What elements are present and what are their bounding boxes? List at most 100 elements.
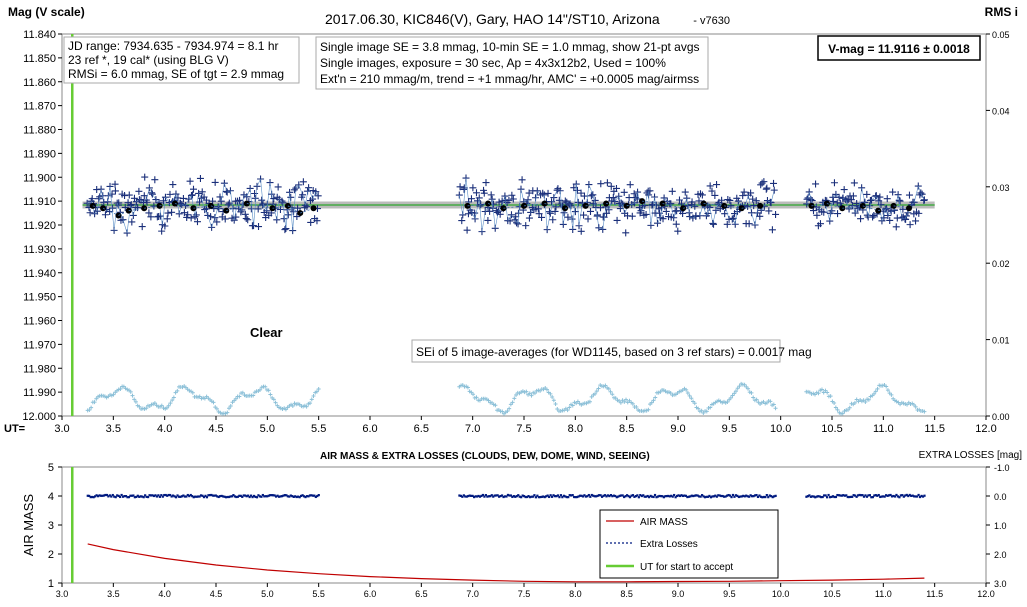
x-tick-label: 12.0 xyxy=(975,423,996,435)
extra-loss-point xyxy=(119,496,121,498)
chart-title: 2017.06.30, KIC846(V), Gary, HAO 14"/ST1… xyxy=(325,11,660,27)
bottom-y-axis-label: AIR MASS xyxy=(21,494,36,556)
x-tick-label: 4.0 xyxy=(157,423,172,435)
x-tick-label: 9.0 xyxy=(670,423,685,435)
x-tick-label: 8.5 xyxy=(619,423,634,435)
extra-loss-point xyxy=(560,494,562,496)
x-tick-label: 10.5 xyxy=(821,423,842,435)
extra-loss-point xyxy=(318,494,320,496)
bottom-x-tick-label: 6.0 xyxy=(364,589,377,599)
x-tick-label: 8.0 xyxy=(568,423,583,435)
y-tick-label: 11.940 xyxy=(23,268,56,280)
extra-loss-point xyxy=(917,494,919,496)
y-tick-label: 11.900 xyxy=(23,172,56,184)
average-point xyxy=(311,205,317,211)
y2-tick-label: 0.05 xyxy=(992,30,1010,40)
bottom-x-tick-label: 6.5 xyxy=(415,589,428,599)
top-x-axis-label: UT= xyxy=(4,423,25,435)
y-tick-label: 11.960 xyxy=(23,316,56,328)
y2-tick-label: 0.04 xyxy=(992,106,1010,116)
bottom-y2-axis-label: EXTRA LOSSES [mag] xyxy=(919,450,1023,461)
x-tick-label: 3.0 xyxy=(54,423,69,435)
extra-loss-point xyxy=(766,494,768,496)
x-tick-label: 11.0 xyxy=(873,423,894,435)
bottom-x-tick-label: 8.0 xyxy=(569,589,582,599)
bottom-chart-title: AIR MASS & EXTRA LOSSES (CLOUDS, DEW, DO… xyxy=(320,451,650,462)
bottom-x-tick-label: 4.0 xyxy=(158,589,171,599)
bottom-x-tick-label: 8.5 xyxy=(620,589,633,599)
y-tick-label: 11.850 xyxy=(23,53,56,65)
image-info-line-2: Single images, exposure = 30 sec, Ap = 4… xyxy=(320,56,666,70)
y2-tick-label: 0.01 xyxy=(992,336,1010,346)
bottom-y-tick-label: 3 xyxy=(48,520,54,532)
y-tick-label: 11.840 xyxy=(23,29,56,41)
extra-loss-point xyxy=(654,494,656,496)
bottom-x-tick-label: 9.0 xyxy=(672,589,685,599)
legend-label-airmass: AIR MASS xyxy=(640,517,688,528)
y2-tick-label: 0.03 xyxy=(992,183,1010,193)
y-tick-label: 11.870 xyxy=(23,101,56,113)
extra-loss-point xyxy=(206,496,208,498)
x-tick-label: 7.5 xyxy=(516,423,531,435)
extra-loss-point xyxy=(764,496,766,498)
bottom-x-tick-label: 10.5 xyxy=(823,589,841,599)
bottom-y2-tick-label: 2.0 xyxy=(994,550,1007,560)
x-tick-label: 7.0 xyxy=(465,423,480,435)
extra-loss-point xyxy=(923,495,925,497)
x-tick-label: 5.0 xyxy=(260,423,275,435)
extra-loss-point xyxy=(567,496,569,498)
extra-loss-point xyxy=(827,494,829,496)
image-info-line-1: Single image SE = 3.8 mmag, 10-min SE = … xyxy=(320,40,700,54)
bottom-x-tick-label: 7.0 xyxy=(466,589,479,599)
y-tick-label: 11.860 xyxy=(23,77,56,89)
y-tick-label: 11.950 xyxy=(23,292,56,304)
extra-loss-point xyxy=(673,494,675,496)
legend-label-extra-losses: Extra Losses xyxy=(640,539,698,550)
legend-label-ut-start: UT for start to accept xyxy=(640,562,733,573)
extra-loss-point xyxy=(652,496,654,498)
bottom-x-tick-label: 11.0 xyxy=(875,589,892,599)
y-tick-label: 11.910 xyxy=(23,196,56,208)
jd-info-line-3: RMSi = 6.0 mmag, SE of tgt = 2.9 mmag xyxy=(68,67,284,81)
x-tick-label: 3.5 xyxy=(106,423,121,435)
version-label: - v7630 xyxy=(693,15,730,27)
y-tick-label: 11.980 xyxy=(23,363,56,375)
y2-tick-label: 0.02 xyxy=(992,259,1010,269)
extra-loss-point xyxy=(878,494,880,496)
x-tick-label: 6.5 xyxy=(414,423,429,435)
average-point xyxy=(906,205,912,211)
extra-loss-point xyxy=(835,496,837,498)
y-tick-label: 11.880 xyxy=(23,125,56,137)
bottom-y2-tick-label: -1.0 xyxy=(994,463,1010,473)
top-y-axis-label: Mag (V scale) xyxy=(8,5,85,19)
jd-info-line-1: JD range: 7934.635 - 7934.974 = 8.1 hr xyxy=(68,39,279,53)
bottom-x-tick-label: 11.5 xyxy=(926,589,943,599)
bottom-x-tick-label: 12.0 xyxy=(977,589,995,599)
y-tick-label: 11.930 xyxy=(23,244,56,256)
bottom-y2-tick-label: 3.0 xyxy=(994,579,1007,589)
bottom-y-tick-label: 1 xyxy=(48,578,54,590)
sei-label: SEi of 5 image-averages (for WD1145, bas… xyxy=(416,345,812,359)
x-tick-label: 9.5 xyxy=(722,423,737,435)
extra-loss-point xyxy=(730,496,732,498)
top-y2-axis-label: RMS i xyxy=(985,5,1018,19)
jd-info-line-2: 23 ref *, 19 cal* (using BLG V) xyxy=(68,53,229,67)
bottom-x-tick-label: 5.0 xyxy=(261,589,274,599)
bottom-x-tick-label: 9.5 xyxy=(723,589,736,599)
bottom-y-tick-label: 4 xyxy=(48,491,54,503)
y-tick-label: 12.000 xyxy=(22,411,56,423)
y-tick-label: 11.970 xyxy=(23,339,56,351)
y-tick-label: 11.890 xyxy=(23,148,56,160)
y-tick-label: 11.990 xyxy=(23,387,56,399)
bottom-x-tick-label: 4.5 xyxy=(210,589,223,599)
x-tick-label: 6.0 xyxy=(362,423,377,435)
extra-loss-point xyxy=(869,494,871,496)
extra-loss-point xyxy=(638,496,640,498)
bottom-x-tick-label: 5.5 xyxy=(312,589,325,599)
bottom-y2-tick-label: 1.0 xyxy=(994,521,1007,531)
x-tick-label: 10.0 xyxy=(770,423,791,435)
bottom-x-tick-label: 7.5 xyxy=(518,589,531,599)
bottom-y-tick-label: 2 xyxy=(48,549,54,561)
